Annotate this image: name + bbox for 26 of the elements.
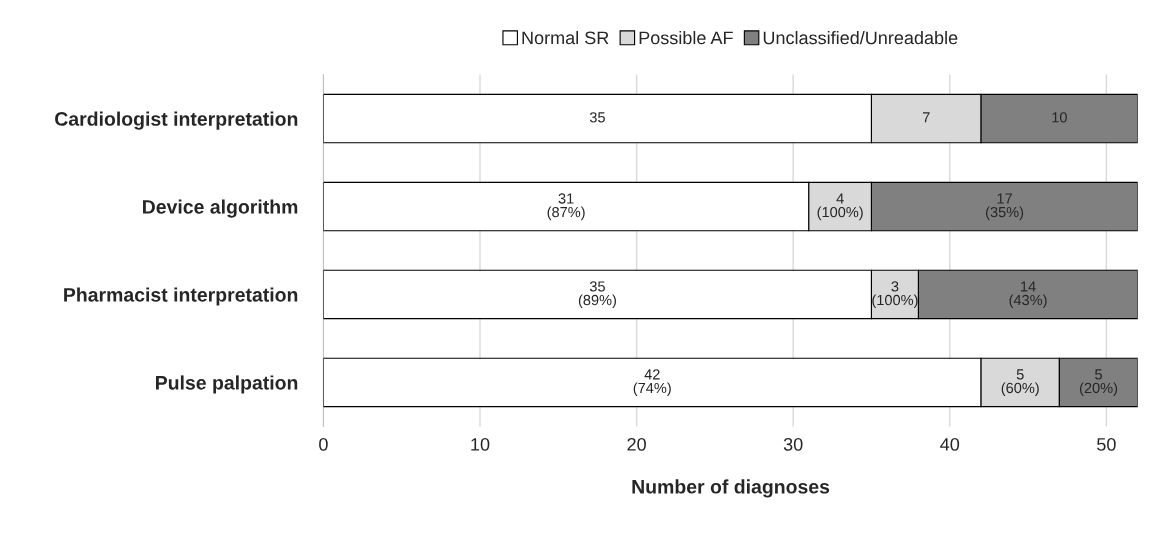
x-tick-label: 40 <box>940 437 960 451</box>
data-label: 42 (74%) <box>633 369 671 397</box>
y-tick-label: Pulse palpation <box>156 375 298 394</box>
data-label: 7 <box>922 112 930 123</box>
x-axis-title: Number of diagnoses <box>632 479 830 498</box>
x-tick-label: 10 <box>471 437 490 451</box>
x-tick-label: 0 <box>319 437 328 451</box>
data-label: 17 (35%) <box>986 193 1024 221</box>
data-label: 31 (87%) <box>547 193 585 221</box>
x-tick-label: 30 <box>783 437 803 451</box>
data-label: 14 (43%) <box>1009 281 1047 309</box>
data-label: 4 (100%) <box>817 193 863 221</box>
legend-label: Normal SR <box>522 30 609 45</box>
data-label: 35 (89%) <box>578 281 616 309</box>
data-label: 35 <box>589 112 605 123</box>
legend-label: Unclassified/Unreadable <box>763 30 958 45</box>
y-tick-label: Pharmacist interpretation <box>64 287 298 306</box>
data-label: 10 <box>1052 112 1067 123</box>
y-tick-label: Device algorithm <box>143 199 298 218</box>
legend-label: Possible AF <box>639 30 733 45</box>
data-label: 5 (20%) <box>1079 369 1118 397</box>
y-tick-label: Cardiologist interpretation <box>55 111 298 130</box>
x-tick-label: 50 <box>1097 437 1116 451</box>
x-tick-label: 20 <box>627 437 646 451</box>
data-label: 3 (100%) <box>872 281 918 309</box>
data-label: 5 (60%) <box>1001 369 1039 397</box>
